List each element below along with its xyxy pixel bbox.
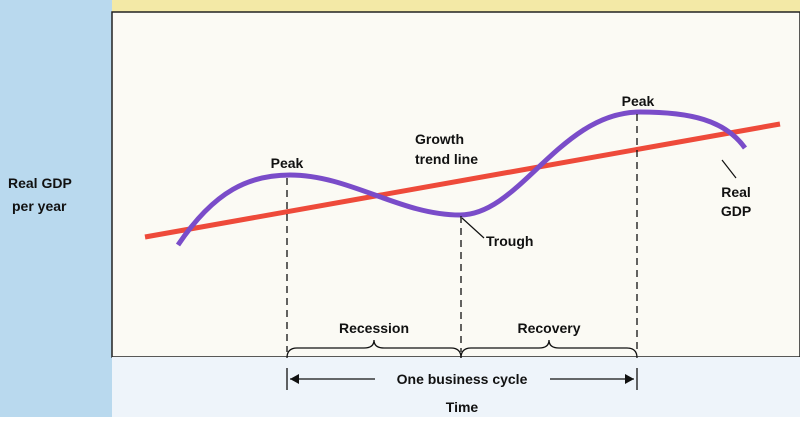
peak-label: Peak <box>271 155 304 171</box>
cycle-label: One business cycle <box>397 371 528 387</box>
trough-label: Trough <box>486 233 533 249</box>
plot-panel <box>111 11 800 358</box>
arrow-head <box>290 374 299 384</box>
real-gdp-curve <box>175 109 748 247</box>
recovery-label: Recovery <box>517 320 580 336</box>
dashed-guides <box>286 114 638 352</box>
trend-line <box>144 121 781 240</box>
peak-label: Peak <box>622 93 655 109</box>
recession-label: Recession <box>339 320 409 336</box>
y-axis-label: Real GDP <box>8 175 72 191</box>
trend-label: trend line <box>415 151 478 167</box>
bottom-panel <box>112 357 800 417</box>
arrow-head <box>625 374 634 384</box>
gdp-pointer <box>721 159 737 179</box>
gdp-label: Real <box>721 184 751 200</box>
trough-pointer <box>461 217 485 239</box>
recession-brace <box>286 339 462 359</box>
top-strip <box>112 0 800 14</box>
x-axis-label: Time <box>446 399 479 415</box>
trend-label: Growth <box>415 131 464 147</box>
gdp-label: GDP <box>721 203 751 219</box>
recovery-brace <box>460 339 638 359</box>
y-axis-label: per year <box>12 198 67 214</box>
